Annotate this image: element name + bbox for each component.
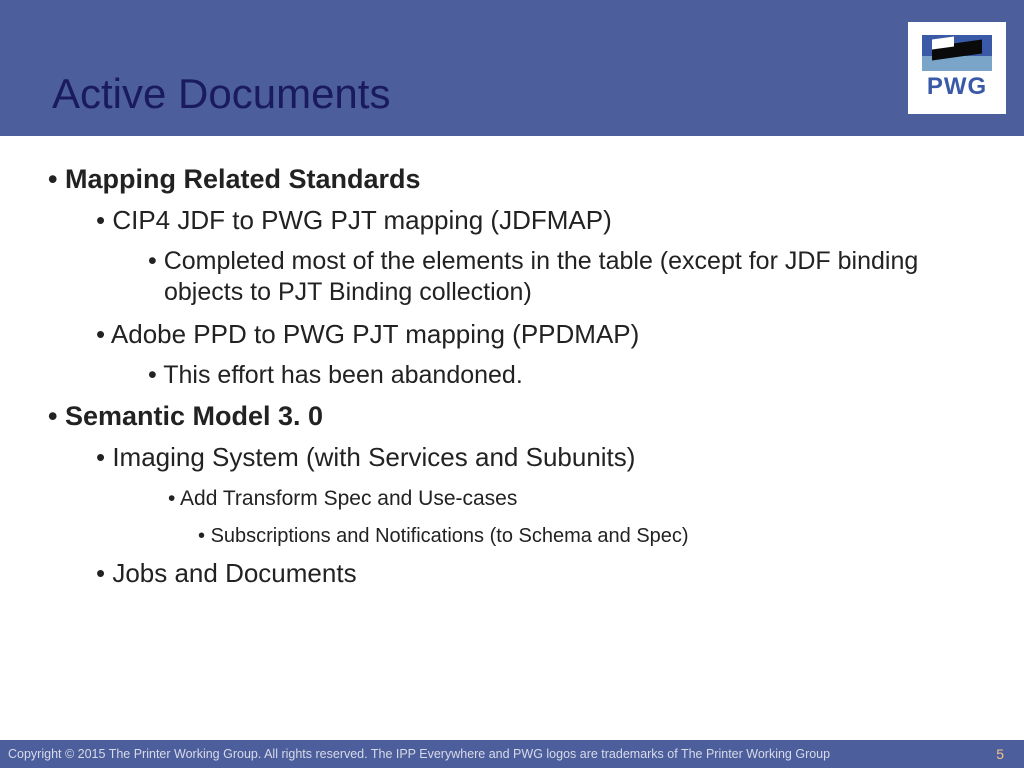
list-item: Subscriptions and Notifications (to Sche… xyxy=(38,525,986,548)
slide-title: Active Documents xyxy=(52,70,390,118)
list-item: Add Transform Spec and Use-cases xyxy=(38,487,986,511)
list-item: Adobe PPD to PWG PJT mapping (PPDMAP) xyxy=(38,319,986,350)
list-item: This effort has been abandoned. xyxy=(38,360,986,391)
section-heading: Semantic Model 3. 0 xyxy=(38,401,986,432)
section-heading: Mapping Related Standards xyxy=(38,164,986,195)
logo-text: PWG xyxy=(927,73,987,101)
header-band: Active Documents PWG xyxy=(0,0,1024,136)
printer-icon xyxy=(922,35,992,71)
pwg-logo: PWG xyxy=(908,22,1006,114)
list-item: CIP4 JDF to PWG PJT mapping (JDFMAP) xyxy=(38,205,986,236)
list-item: Imaging System (with Services and Subuni… xyxy=(38,442,986,473)
page-number: 5 xyxy=(996,746,1004,762)
list-item: Jobs and Documents xyxy=(38,558,986,589)
copyright-text: Copyright © 2015 The Printer Working Gro… xyxy=(8,747,830,761)
list-item: Completed most of the elements in the ta… xyxy=(38,246,986,309)
footer-band: Copyright © 2015 The Printer Working Gro… xyxy=(0,740,1024,768)
slide-content: Mapping Related Standards CIP4 JDF to PW… xyxy=(0,136,1024,589)
